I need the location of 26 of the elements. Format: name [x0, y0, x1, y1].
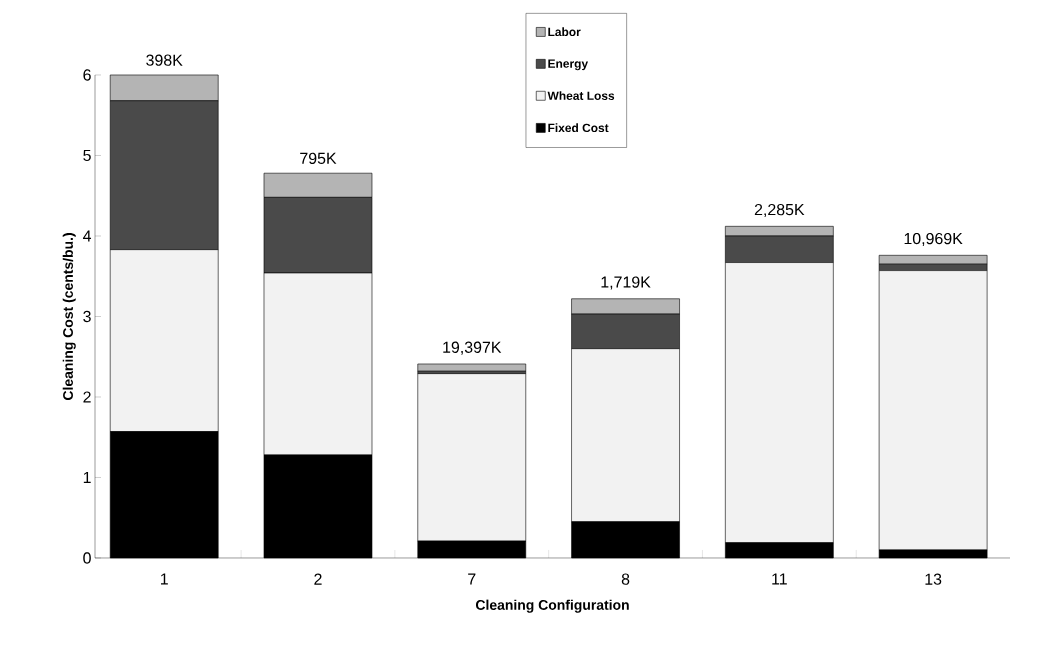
x-tick-label: 7: [468, 573, 476, 585]
y-tick-label: 1: [83, 472, 91, 483]
y-tick-label: 5: [83, 149, 91, 162]
annotation: 10,969K: [904, 232, 963, 247]
annotation: 2,285K: [754, 203, 805, 218]
legend-label: Energy: [548, 59, 589, 71]
legend-label: Fixed Cost: [548, 123, 609, 133]
legend-label: Labor: [548, 27, 581, 37]
y-tick-label: 6: [83, 69, 91, 81]
y-axis-title: Cleaning Cost (cents/bu.): [62, 233, 76, 400]
y-tick-label: 4: [82, 230, 92, 242]
annotation: 795K: [300, 152, 337, 164]
annotation: 398K: [146, 54, 183, 66]
annotation: 19,397K: [443, 341, 502, 355]
x-tick-label: 1: [161, 573, 168, 585]
x-tick-label: 13: [925, 573, 942, 585]
x-axis-title: Cleaning Configuration: [475, 599, 629, 613]
x-tick-label: 11: [772, 573, 787, 585]
x-tick-label: 8: [621, 573, 630, 585]
bar: [417, 363, 527, 372]
y-tick-label: 2: [83, 391, 91, 403]
annotation: 1,719K: [601, 276, 651, 290]
y-tick-label: 0: [83, 552, 91, 564]
y-tick-label: 3: [83, 310, 91, 323]
x-tick-label: 2: [314, 573, 322, 585]
legend-label: Wheat Loss: [547, 91, 615, 100]
